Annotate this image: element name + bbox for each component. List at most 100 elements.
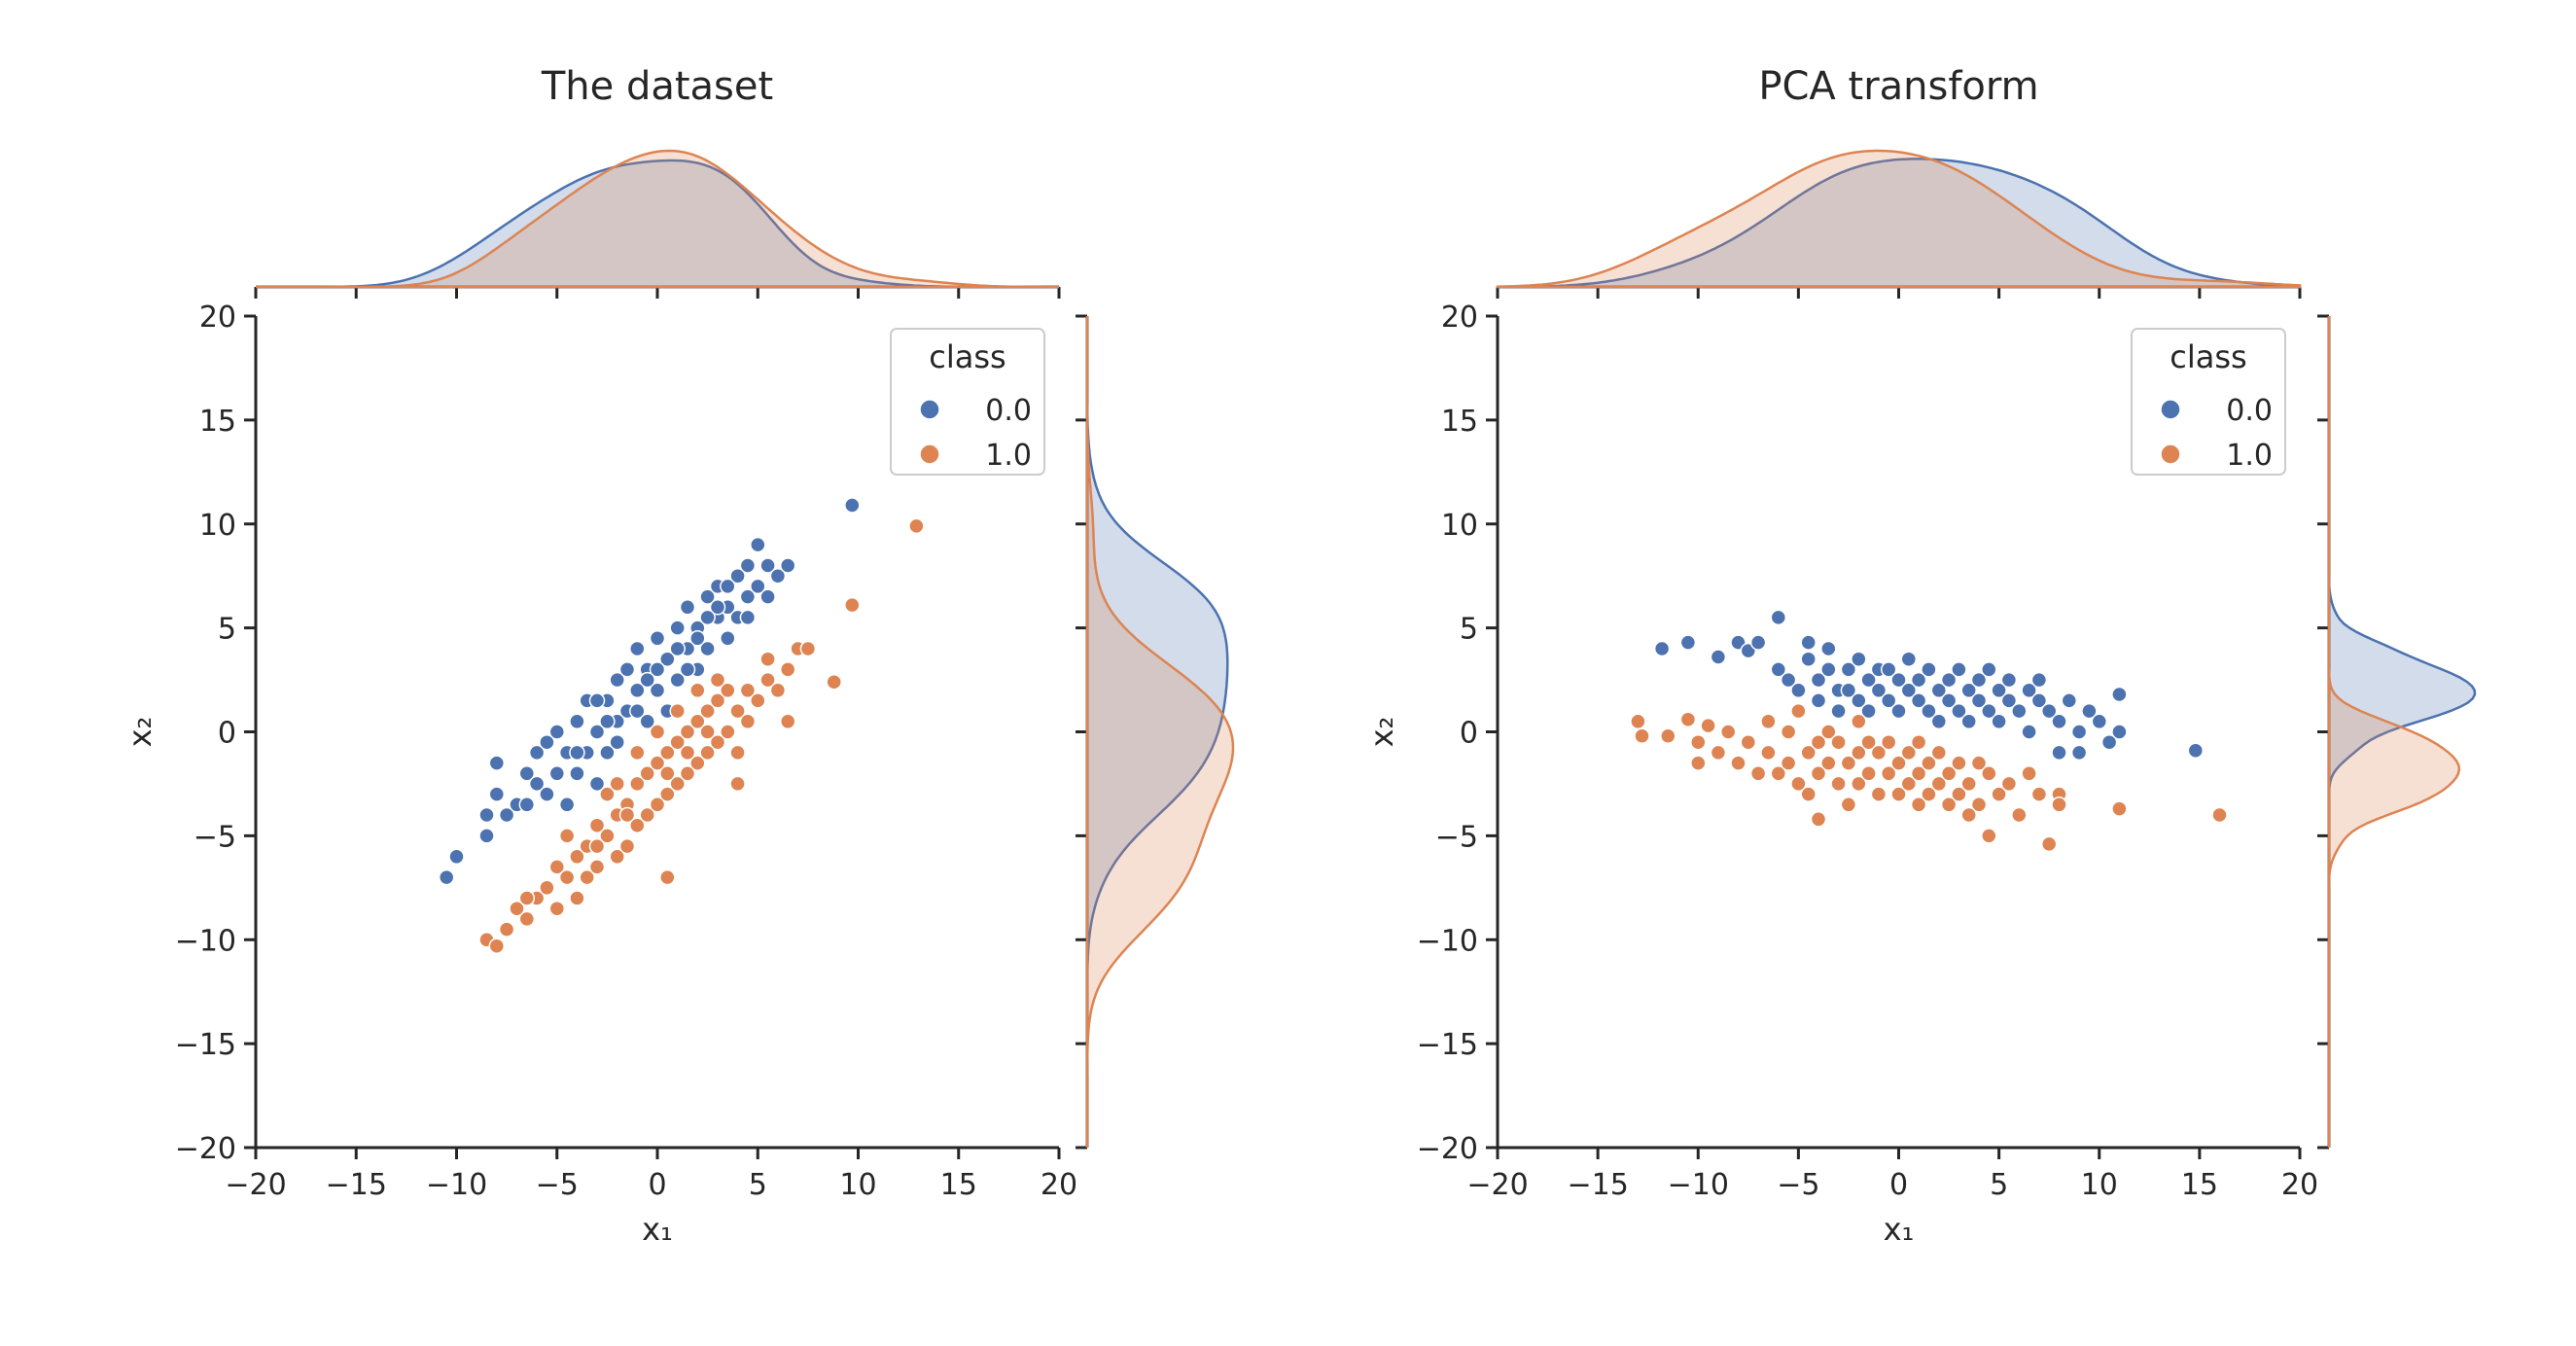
data-point <box>588 859 606 875</box>
data-point <box>528 744 546 762</box>
data-point <box>1880 692 1897 709</box>
data-point <box>1851 713 1867 730</box>
data-point <box>1951 661 1967 678</box>
data-point <box>569 765 585 782</box>
data-point <box>844 497 861 514</box>
x-tick-label: −10 <box>1668 1168 1729 1202</box>
y-tick-label: 20 <box>199 301 236 335</box>
data-point <box>609 733 625 751</box>
data-point <box>618 661 636 678</box>
y-tick-label: 0 <box>218 717 236 751</box>
data-point <box>1860 765 1877 782</box>
data-point <box>1749 634 1767 651</box>
data-point <box>569 744 585 762</box>
data-point <box>699 724 716 740</box>
data-point <box>1910 733 1927 751</box>
x-tick-label: −15 <box>326 1168 387 1202</box>
data-point <box>729 567 746 584</box>
data-point <box>1770 661 1787 678</box>
data-point <box>669 775 686 793</box>
data-point <box>1790 702 1807 720</box>
data-point <box>1820 755 1837 771</box>
data-point <box>478 828 495 844</box>
x-tick-label: 0 <box>1889 1168 1908 1202</box>
data-point <box>528 775 546 793</box>
data-point <box>1951 786 1967 802</box>
data-point <box>1851 775 1867 793</box>
data-point <box>498 921 515 938</box>
legend-marker <box>919 399 940 420</box>
data-point <box>649 755 666 771</box>
data-point <box>1960 806 1977 824</box>
data-point <box>709 733 726 751</box>
legend-title: class <box>929 338 1006 375</box>
data-point <box>1970 755 1988 771</box>
data-point <box>1800 634 1817 651</box>
data-point <box>1780 755 1797 771</box>
data-point <box>844 596 861 614</box>
data-point <box>1900 744 1918 762</box>
data-point <box>2040 835 2058 853</box>
data-point <box>488 786 506 802</box>
data-point <box>599 713 616 730</box>
data-point <box>1940 692 1958 709</box>
data-point <box>609 671 625 689</box>
x-tick-label: 20 <box>1041 1168 1077 1202</box>
data-point <box>1760 713 1777 730</box>
data-point <box>699 609 716 626</box>
data-point <box>669 620 686 636</box>
legend-marker <box>2160 399 2181 420</box>
data-point <box>1870 744 1888 762</box>
data-point <box>1930 744 1948 762</box>
data-point <box>1810 692 1827 709</box>
data-point <box>1840 797 1857 813</box>
data-point <box>659 868 676 886</box>
data-point <box>1840 661 1857 678</box>
data-point <box>558 797 576 813</box>
data-point <box>720 578 736 595</box>
data-point <box>2030 786 2048 802</box>
data-point <box>609 775 625 793</box>
x-tick-label: 0 <box>648 1168 666 1202</box>
data-point <box>689 755 706 771</box>
data-point <box>1991 682 2007 699</box>
data-point <box>1900 775 1918 793</box>
kde-top-series-0.0 <box>1497 158 2302 289</box>
data-point <box>908 517 925 535</box>
data-point <box>1860 671 1877 689</box>
data-point <box>709 692 726 709</box>
data-point <box>1981 702 1997 720</box>
data-point <box>679 744 696 762</box>
data-point <box>1951 702 1967 720</box>
data-point <box>629 744 646 762</box>
data-point <box>539 786 555 802</box>
data-point <box>1930 775 1948 793</box>
data-point <box>649 661 666 678</box>
data-point <box>649 682 666 699</box>
y-tick-label: 5 <box>1460 613 1478 647</box>
data-point <box>1851 744 1867 762</box>
legend-title: class <box>2170 338 2246 375</box>
data-point <box>1900 651 1918 667</box>
data-point <box>539 733 555 751</box>
data-point <box>629 640 646 657</box>
data-point <box>1921 755 1937 771</box>
data-point <box>2091 713 2108 730</box>
data-point <box>739 682 757 699</box>
data-point <box>1910 765 1927 782</box>
data-point <box>1770 765 1787 782</box>
data-point <box>1910 692 1927 709</box>
y-tick-label: −20 <box>175 1132 236 1166</box>
data-point <box>1630 713 1646 730</box>
data-point <box>1770 609 1787 626</box>
data-point <box>1970 797 1988 813</box>
data-point <box>659 651 676 667</box>
y-tick-label: 10 <box>199 509 236 543</box>
data-point <box>498 806 515 824</box>
data-point <box>618 837 636 855</box>
data-point <box>569 713 585 730</box>
data-point <box>629 817 646 833</box>
data-point <box>1890 786 1907 802</box>
data-point <box>2111 724 2128 740</box>
data-point <box>1780 724 1797 740</box>
